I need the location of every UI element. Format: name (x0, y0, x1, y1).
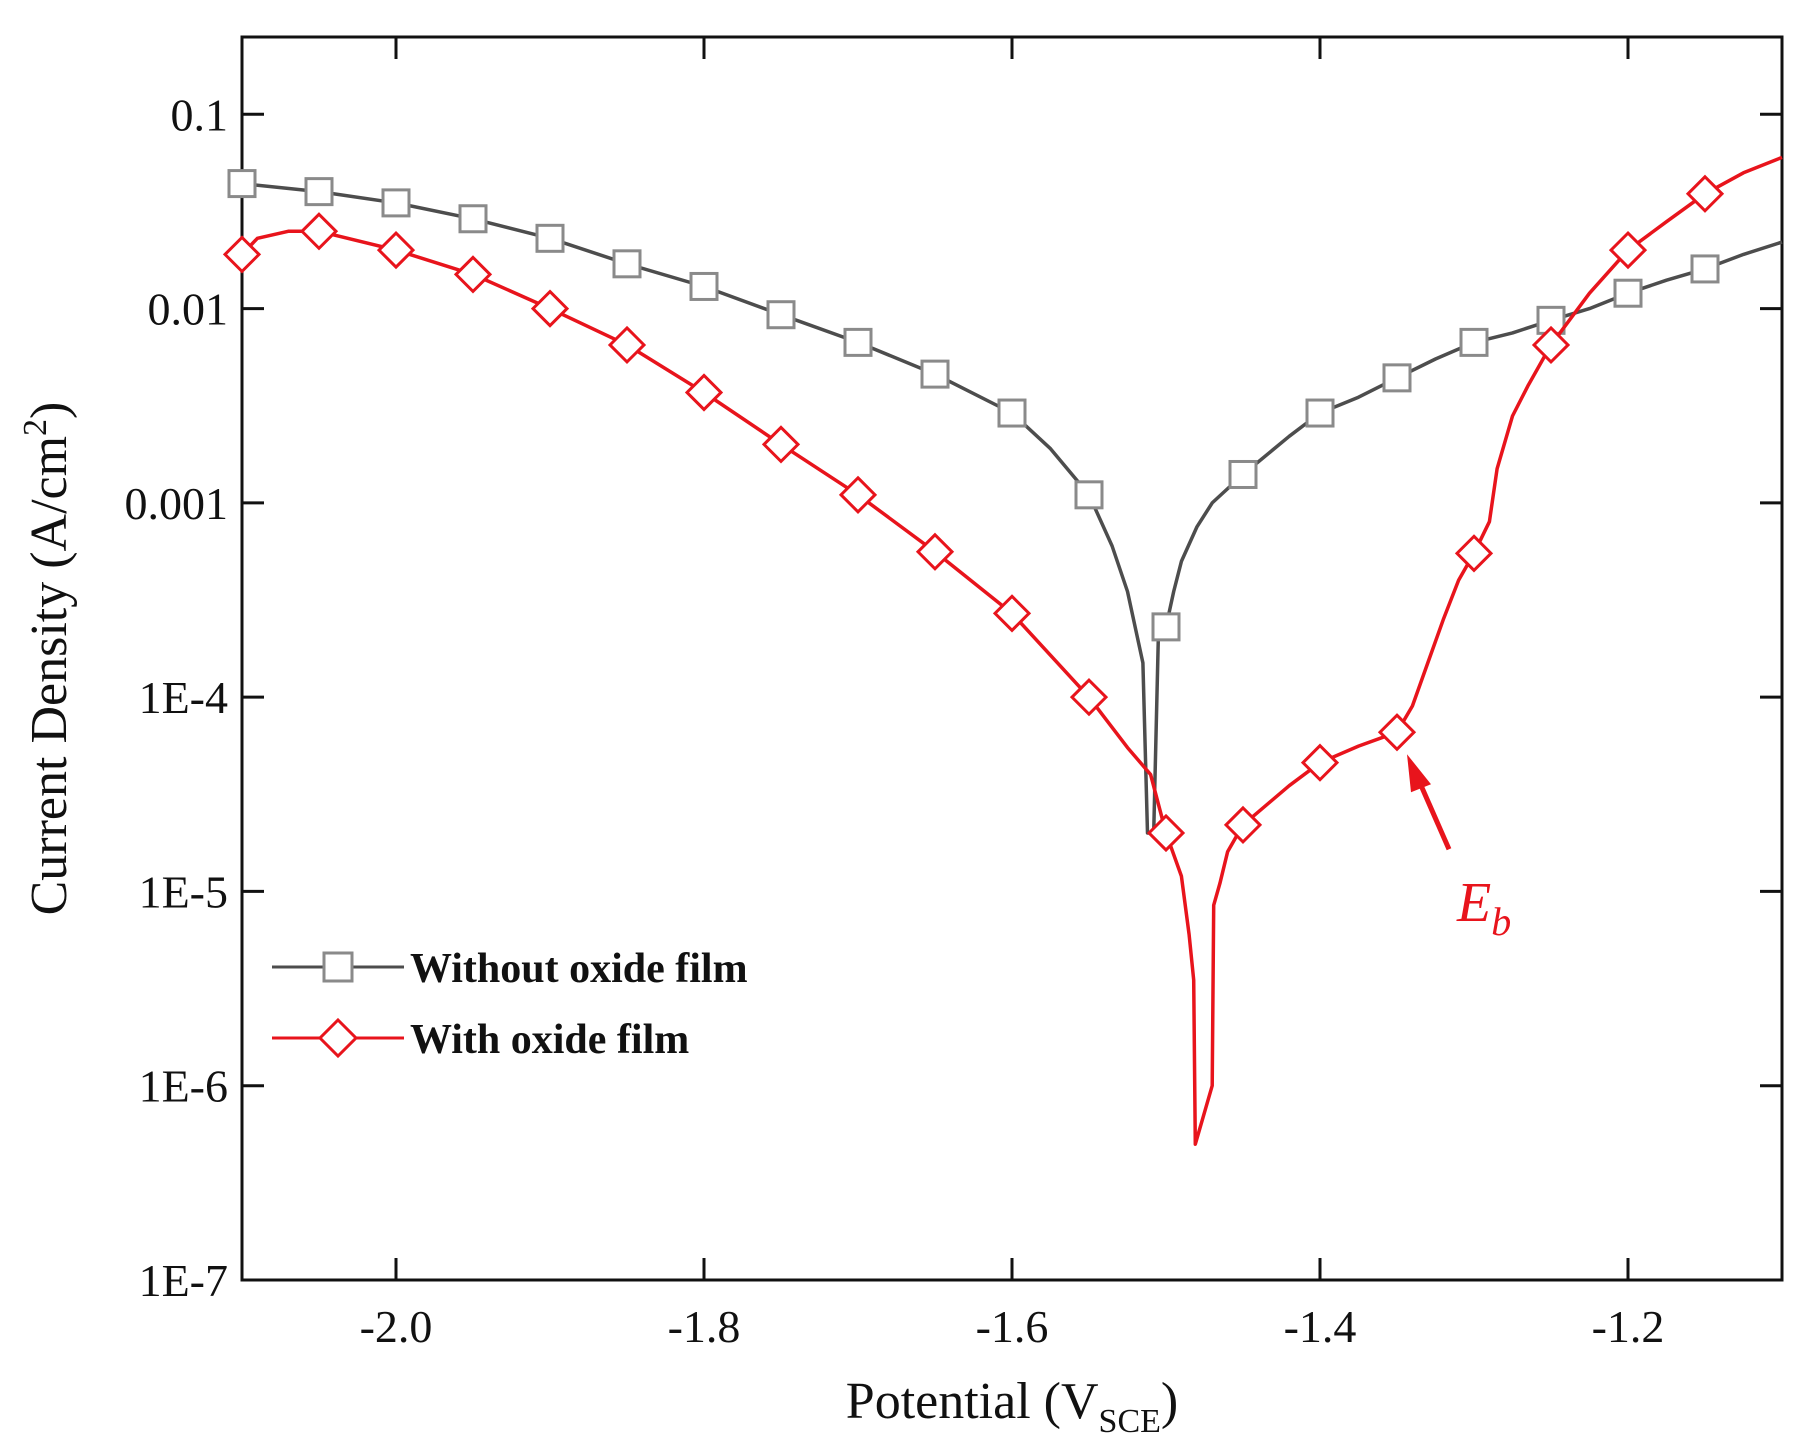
y-tick-label-2: 0.001 (125, 478, 229, 529)
series-1-point-9 (915, 532, 955, 571)
series-0-point-14 (1305, 398, 1335, 428)
series-1-point-4 (530, 289, 570, 328)
y-axis-title-sup: 2 (17, 419, 54, 436)
series-1-point-12 (1146, 813, 1186, 853)
series-0-point-13 (1228, 459, 1258, 489)
eb-annotation: Eb (1407, 754, 1511, 944)
y-axis-title: Current Density (A/cm2) (17, 402, 78, 916)
series-0-point-11 (1074, 480, 1104, 510)
eb-arrow-head (1407, 754, 1431, 793)
eb-label-sub: b (1491, 899, 1511, 944)
series-0-point-4 (535, 223, 565, 253)
series-1-point-17 (1531, 325, 1571, 365)
series-1-point-13 (1223, 805, 1263, 845)
y-tick-label-3: 1E-4 (139, 672, 228, 723)
series-1-point-10 (992, 594, 1032, 633)
legend-marker-diamond (317, 1017, 359, 1059)
x-tick-label-4: -1.2 (1592, 1301, 1665, 1352)
eb-label-main: E (1456, 872, 1491, 934)
series-0-point-1 (304, 177, 334, 207)
series-0-point-7 (766, 300, 796, 330)
series-0-point-12 (1151, 612, 1181, 642)
series-1-point-0 (222, 235, 262, 274)
series-1-point-18 (1608, 230, 1648, 270)
x-axis-title-main: Potential (V (846, 1373, 1099, 1430)
series-layer (222, 155, 1783, 1146)
legend-label-with-oxide: With oxide film (410, 1017, 689, 1063)
y-tick-label-6: 1E-7 (139, 1255, 228, 1306)
axis-ticks: -2.0 -1.8 -1.6 -1.4 -1.2 0.1 0.01 0.001 1E-4 1E-5… (125, 37, 1782, 1352)
x-tick-label-3: -1.4 (1284, 1301, 1357, 1352)
series-0-point-18 (1613, 278, 1643, 308)
series-0-point-3 (458, 204, 488, 234)
series-1-point-8 (838, 475, 878, 514)
series-0-point-2 (381, 188, 411, 218)
y-tick-label-5: 1E-6 (139, 1061, 228, 1112)
series-1-point-15 (1377, 713, 1417, 752)
eb-arrow-line (1414, 775, 1452, 851)
legend: Without oxide film With oxide film (272, 946, 748, 1063)
series-1-point-2 (376, 230, 416, 270)
series-1-point-11 (1069, 678, 1109, 717)
x-axis-title: Potential (VSCE) (846, 1373, 1178, 1440)
series-0-point-15 (1382, 363, 1412, 393)
eb-label: Eb (1456, 872, 1511, 944)
series-0-point-0 (227, 169, 257, 199)
series-0-point-8 (843, 327, 873, 357)
series-1-point-3 (453, 255, 493, 294)
series-1-point-6 (684, 373, 724, 412)
legend-marker-square (322, 951, 354, 983)
legend-label-without-oxide: Without oxide film (410, 946, 748, 992)
series-line-1 (240, 155, 1783, 1146)
x-tick-label-1: -1.8 (668, 1301, 741, 1352)
series-0-point-16 (1459, 327, 1489, 357)
series-0-point-5 (612, 249, 642, 279)
series-1-point-5 (607, 325, 647, 365)
series-1-point-14 (1300, 743, 1340, 782)
y-tick-label-1: 0.01 (148, 284, 229, 335)
y-tick-label-4: 1E-5 (139, 866, 228, 917)
series-1-point-19 (1685, 174, 1725, 213)
y-axis-title-close: ) (21, 402, 78, 419)
x-axis-title-close: ) (1161, 1373, 1178, 1430)
series-0-point-19 (1690, 254, 1720, 284)
series-0-point-9 (920, 359, 950, 389)
x-tick-label-0: -2.0 (360, 1301, 433, 1352)
y-tick-label-0: 0.1 (171, 89, 229, 140)
series-1-point-16 (1454, 534, 1494, 573)
series-0-point-10 (997, 398, 1027, 428)
series-1-point-7 (761, 425, 801, 464)
x-axis-title-sub: SCE (1099, 1403, 1161, 1440)
series-0-point-6 (689, 271, 719, 301)
series-1-point-1 (299, 212, 339, 251)
y-axis-title-main: Current Density (A/cm (21, 436, 78, 915)
x-tick-label-2: -1.6 (976, 1301, 1049, 1352)
